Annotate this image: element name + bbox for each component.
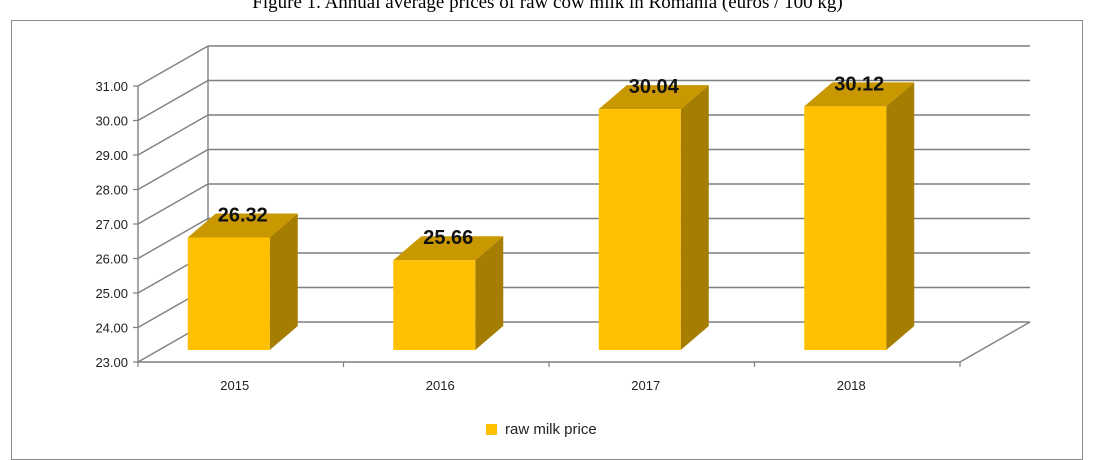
- x-tick-label-2018: 2018: [837, 378, 866, 393]
- bar-2016: [393, 260, 476, 350]
- data-labels-layer: 26.32 25.66 30.04 30.12: [218, 73, 885, 249]
- bar-top-2016: [393, 236, 504, 261]
- bar-2018: [804, 106, 887, 350]
- floor-right-edge: [959, 321, 1031, 363]
- legend-label-raw-milk-price: raw milk price: [505, 421, 597, 438]
- gridline-side: [137, 148, 209, 191]
- data-label-2016: 25.66: [423, 227, 473, 249]
- x-tick-label-2016: 2016: [426, 378, 455, 393]
- y-tick-label: 30.00: [95, 114, 128, 129]
- gridline-side: [137, 183, 209, 225]
- bar-side-2016: [475, 236, 504, 350]
- y-tick-label: 26.00: [95, 252, 128, 267]
- y-tick-label: 31.00: [95, 79, 128, 94]
- bar-2015: [187, 237, 270, 350]
- data-label-2015: 26.32: [218, 204, 268, 226]
- figure-caption: Figure 1. Annual average prices of raw c…: [252, 0, 843, 13]
- data-label-2017: 30.04: [629, 76, 680, 98]
- bar-side-2017: [680, 85, 709, 351]
- legend-swatch: [486, 424, 497, 435]
- y-tick-label: 27.00: [95, 217, 128, 232]
- gridline-side: [137, 114, 209, 156]
- x-tick-label-2015: 2015: [220, 378, 249, 393]
- y-tick-label: 25.00: [95, 286, 128, 301]
- legend: raw milk price: [486, 421, 597, 438]
- y-tick-label: 28.00: [95, 183, 128, 198]
- bar-2017: [598, 109, 681, 351]
- y-axis-ticks: 23.00 24.00 25.00 26.00 27.00 28.00 29.00 30.00…: [95, 79, 138, 370]
- x-tick-label-2017: 2017: [631, 378, 660, 393]
- data-label-2018: 30.12: [834, 73, 884, 95]
- y-tick-label: 23.00: [95, 355, 128, 370]
- gridline-side: [137, 45, 209, 87]
- bars-layer: [187, 82, 915, 351]
- bar-side-2018: [886, 82, 915, 351]
- gridline-side: [137, 79, 209, 122]
- bar-top-2018: [804, 82, 915, 107]
- y-tick-label: 24.00: [95, 321, 128, 336]
- y-tick-label: 29.00: [95, 148, 128, 163]
- bar-top-2015: [187, 213, 298, 238]
- bar-top-2017: [598, 85, 709, 110]
- x-axis-ticks: 2015 2016 2017 2018: [137, 362, 961, 393]
- gridline-side: [137, 217, 209, 260]
- bar-side-2015: [269, 213, 298, 350]
